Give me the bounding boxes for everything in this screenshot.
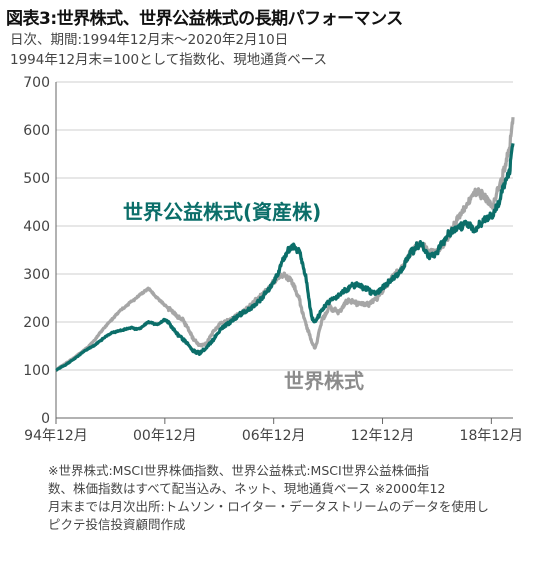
note-line: ※世界株式:MSCI世界株価指数、世界公益株式:MSCI世界公益株価指 <box>48 463 430 478</box>
y-tick-label: 500 <box>23 171 50 187</box>
chart-notes: ※世界株式:MSCI世界株価指数、世界公益株式:MSCI世界公益株価指 数、株価… <box>48 462 524 534</box>
y-tick-label: 100 <box>23 363 50 379</box>
note-line: 数、株価指数はすべて配当込み、ネット、現地通貨ベース ※2000年12 <box>48 481 446 496</box>
y-tick-label: 700 <box>23 75 50 91</box>
y-tick-label: 300 <box>23 267 50 283</box>
series-label-world: 世界株式 <box>284 369 364 393</box>
chart-subtitle-index: 1994年12月末=100として指数化、現地通貨ベース <box>10 52 328 68</box>
series-label-utilities: 世界公益株式(資産株) <box>123 200 321 224</box>
chart-subtitle-period: 日次、期間:1994年12月末〜2020年2月10日 <box>10 32 289 48</box>
y-tick-label: 400 <box>23 219 50 235</box>
chart-title: 図表3:世界株式、世界公益株式の長期パフォーマンス <box>6 9 403 29</box>
note-line: ピクテ投信投資顧問作成 <box>48 517 186 532</box>
x-tick-label: 06年12月 <box>242 428 306 444</box>
series-line-world-utilities <box>54 143 515 372</box>
performance-line-chart: 0 100 200 300 400 500 600 700 94年12月 00年12月 06年12月… <box>23 75 524 444</box>
x-tick-label: 12年12月 <box>351 428 415 444</box>
x-tick-label: 00年12月 <box>133 428 197 444</box>
x-tick-label: 18年12月 <box>460 428 524 444</box>
y-tick-label: 600 <box>23 123 50 139</box>
x-tick-label: 94年12月 <box>24 428 88 444</box>
y-tick-label: 200 <box>23 315 50 331</box>
y-tick-label: 0 <box>41 411 50 427</box>
note-line: 月末までは月次出所:トムソン・ロイター・データストリームのデータを使用し <box>48 499 489 514</box>
